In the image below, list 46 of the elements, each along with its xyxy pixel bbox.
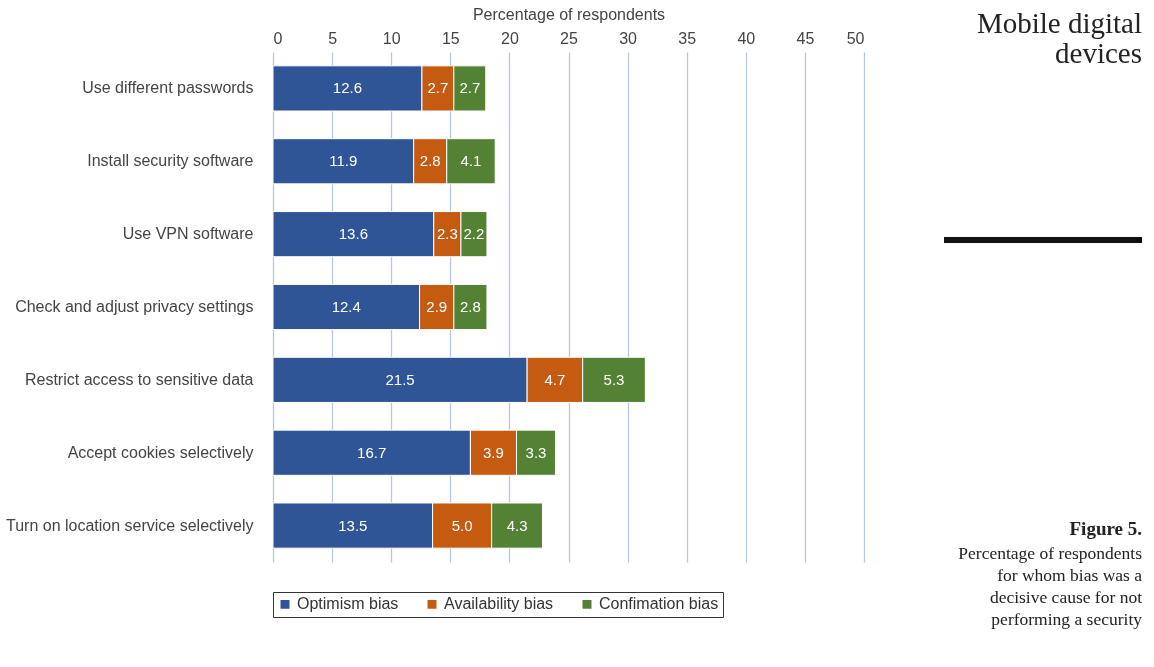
legend-label: Confimation bias — [599, 595, 719, 613]
data-label: 4.7 — [544, 370, 566, 388]
legend-label: Availability bias — [444, 595, 554, 613]
data-label: 2.3 — [436, 225, 458, 243]
data-label: 11.9 — [329, 152, 358, 170]
y-tick-label: Use different passwords — [82, 79, 254, 97]
data-label: 2.2 — [463, 225, 485, 243]
x-axis-title: Percentage of respondents — [472, 5, 666, 23]
data-label: 12.6 — [332, 79, 363, 97]
data-label: 4.1 — [460, 152, 482, 170]
legend-label: Optimism bias — [297, 595, 399, 613]
y-tick-label: Install security software — [87, 152, 254, 170]
x-tick-label: 30 — [619, 29, 638, 47]
data-label: 21.5 — [385, 370, 415, 388]
data-label: 13.6 — [338, 225, 368, 243]
y-tick-label: Restrict access to sensitive data — [24, 370, 254, 388]
data-label: 5.3 — [603, 370, 625, 388]
data-label: 5.0 — [451, 516, 473, 534]
caption: Figure 5. — [1069, 518, 1142, 540]
x-tick-label: 50 — [846, 29, 865, 47]
data-label: 2.8 — [419, 152, 441, 170]
text: Percentage of respondents for whom bias was a decisive cause for not performing a security — [957, 542, 1142, 630]
data-label: 2.7 — [459, 79, 481, 97]
x-tick-label: 40 — [737, 29, 756, 47]
data-label: 2.7 — [427, 79, 449, 97]
x-tick-label: 5 — [328, 29, 338, 47]
data-label: 4.3 — [506, 516, 528, 534]
y-tick-label: Turn on location service selectively — [5, 516, 254, 534]
x-tick-label: 15 — [441, 29, 460, 47]
data-label: 12.4 — [331, 298, 361, 315]
text: Mobile digital devices — [975, 7, 1142, 69]
y-tick-label: Use VPN software — [122, 225, 254, 243]
data-label: 2.9 — [426, 298, 448, 315]
x-tick-label: 0 — [273, 29, 283, 47]
x-tick-label: 45 — [796, 29, 815, 47]
x-tick-label: 20 — [501, 29, 519, 47]
data-label: 13.5 — [338, 516, 368, 534]
x-tick-label: 10 — [382, 29, 401, 47]
data-label: 3.9 — [483, 443, 504, 461]
y-tick-label: Accept cookies selectively — [67, 443, 254, 461]
data-label: 16.7 — [357, 443, 387, 461]
data-label: 2.8 — [459, 298, 481, 315]
y-tick-label: Check and adjust privacy settings — [15, 298, 254, 315]
data-label: 3.3 — [525, 443, 547, 461]
x-tick-label: 35 — [678, 29, 697, 47]
x-tick-label: 25 — [560, 29, 578, 47]
